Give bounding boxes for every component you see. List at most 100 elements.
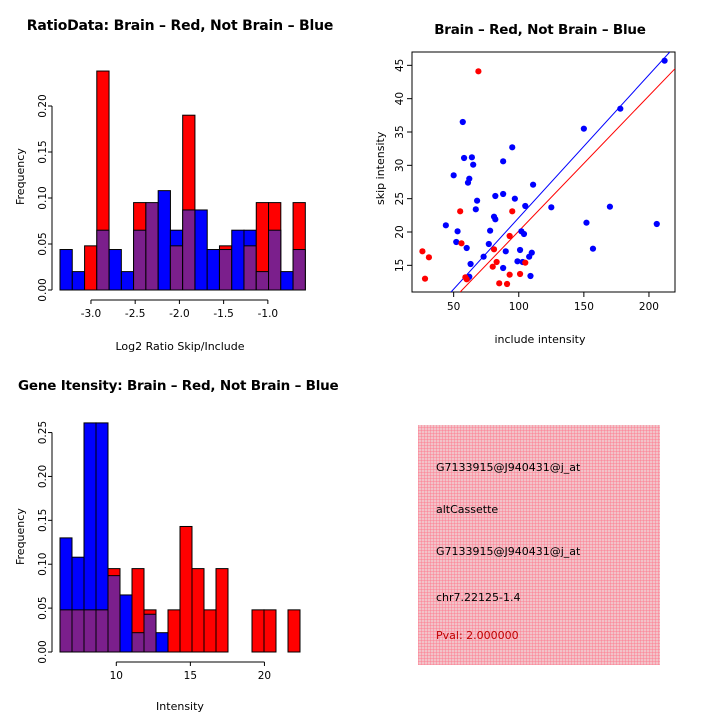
ratio-histogram-svg: 0.00 0.05 0.10 0.15 0.20 -3.0 -2.5 -2.0 -1.5 -1.0 (37, 70, 306, 320)
scatter-title: Brain – Red, Not Brain – Blue (434, 22, 646, 38)
scatter-point (503, 280, 511, 288)
hist-bar-red (167, 609, 181, 653)
fit-line-blue-fit (450, 52, 671, 292)
y-tick-label: 0.00 (37, 278, 49, 301)
scatter-panel: Brain – Red, Not Brain – Blue 15 20 25 30 35… (360, 0, 720, 360)
pval-label: Pval: 2.000000 (436, 629, 519, 642)
scatter-point (468, 154, 475, 161)
scatter-point (492, 216, 499, 223)
scatter-point (509, 208, 516, 215)
hist-bar-overlap (107, 575, 121, 653)
scatter-point (580, 125, 587, 132)
x-tick-label: -3.0 (81, 308, 102, 320)
ratio-histogram-panel: RatioData: Brain – Red, Not Brain – Blue… (0, 0, 360, 360)
scatter-point (522, 202, 529, 210)
y-tick-label: 0.05 (37, 232, 49, 255)
hist-bar-red (191, 568, 205, 653)
y-tick-label: 0.25 (37, 421, 49, 444)
scatter-point (502, 248, 509, 255)
x-tick-label: -2.5 (125, 308, 146, 320)
hist-bar-blue (71, 271, 86, 291)
y-tick-label: 0.20 (37, 465, 49, 488)
hist-bar-blue (120, 271, 135, 291)
ratio-histogram-xlabel: Log2 Ratio Skip/Include (115, 340, 245, 353)
hist-bar-overlap (255, 271, 270, 291)
info-panel: G7133915@J940431@j_at altCassette G71339… (360, 360, 720, 720)
gene-histogram-axes: 0.00 0.05 0.10 0.15 0.20 0.25 10 15 20 (37, 421, 271, 682)
hist-bar-overlap (218, 249, 233, 291)
gene-histogram-bars (59, 422, 301, 653)
hist-bar-blue (157, 190, 171, 291)
scatter-point (496, 280, 503, 287)
hist-bar-red (251, 609, 265, 653)
scatter-point (442, 222, 449, 229)
scatter-point (529, 181, 537, 188)
scatter-point (475, 68, 482, 75)
hist-bar-blue (280, 271, 294, 291)
scatter-point (492, 192, 499, 200)
scatter-point (463, 244, 470, 252)
y-tick-label: 20 (394, 225, 406, 238)
scatter-point (511, 195, 518, 202)
hist-bar-red (215, 568, 229, 653)
y-tick-label: 0.20 (37, 94, 49, 117)
scatter-point (589, 245, 597, 252)
scatter-point (548, 204, 555, 211)
hist-bar-blue (155, 632, 169, 653)
scatter-axes: 15 20 25 30 35 40 45 50 100 150 200 (394, 59, 659, 313)
scatter-point (473, 197, 481, 204)
hist-bar-blue (108, 249, 122, 291)
annotation-box: G7133915@J940431@j_at altCassette G71339… (418, 425, 660, 665)
scatter-point (457, 208, 464, 215)
scatter-point (516, 270, 524, 278)
scatter-point (500, 190, 507, 198)
scatter-point (526, 253, 533, 260)
scatter-point (500, 158, 507, 165)
hist-bar-overlap (268, 229, 282, 291)
hist-bar-overlap (71, 609, 85, 653)
fit-line-red-fit (459, 68, 675, 292)
hist-bar-overlap (96, 229, 110, 291)
ratio-histogram-bars (59, 70, 306, 291)
hist-bar-overlap (182, 209, 196, 291)
scatter-point (463, 276, 470, 283)
x-tick-label: 15 (184, 670, 197, 682)
plot-frame (411, 51, 676, 293)
hist-bar-red (263, 609, 277, 653)
scatter-point (514, 258, 521, 265)
hist-bar-blue (206, 249, 220, 291)
scatter-points (419, 57, 668, 288)
gene-histogram-title: Gene Itensity: Brain – Red, Not Brain – … (18, 378, 339, 394)
scatter-point (458, 240, 465, 247)
gene-histogram-svg: 0.00 0.05 0.10 0.15 0.20 0.25 10 15 20 (37, 421, 301, 682)
probe-id-label: G7133915@J940431@j_at (436, 461, 581, 474)
x-tick-label: 100 (509, 301, 529, 313)
y-tick-label: 45 (394, 59, 406, 72)
scatter-ylabel: skip intensity (374, 131, 387, 205)
scatter-point (606, 203, 614, 210)
x-tick-label: 150 (574, 301, 594, 313)
scatter-point (480, 253, 487, 260)
scatter-point (500, 264, 507, 272)
scatter-point (425, 254, 433, 261)
scatter-point (472, 206, 479, 213)
y-tick-label: 0.15 (37, 140, 49, 163)
x-tick-label: 50 (447, 301, 460, 313)
hist-bar-overlap (243, 245, 257, 291)
scatter-point (520, 230, 528, 238)
location-label: chr7.22125-1.4 (436, 591, 521, 604)
scatter-point (506, 271, 513, 278)
hist-bar-overlap (169, 245, 184, 291)
hist-bar-blue (231, 229, 245, 291)
ratio-histogram-axes: 0.00 0.05 0.10 0.15 0.20 -3.0 -2.5 -2.0 -1.5 -1.0 (37, 94, 278, 320)
hist-bar-overlap (131, 632, 145, 653)
scatter-point (485, 240, 492, 248)
scatter-point (459, 118, 466, 126)
scatter-point (506, 232, 513, 240)
hist-bar-overlap (133, 229, 147, 291)
hist-bar-blue (119, 594, 133, 653)
hist-bar-overlap (95, 609, 109, 653)
hist-bar-red (84, 245, 98, 291)
x-tick-label: 200 (639, 301, 659, 313)
scatter-point (419, 248, 426, 255)
